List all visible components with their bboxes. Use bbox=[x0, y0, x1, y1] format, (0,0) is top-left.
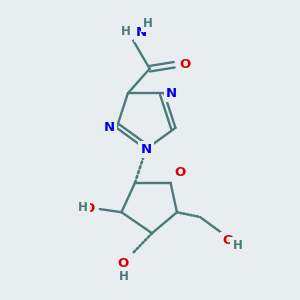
Text: O: O bbox=[118, 257, 129, 270]
Text: N: N bbox=[166, 87, 177, 100]
Text: H: H bbox=[232, 239, 242, 252]
Text: O: O bbox=[179, 58, 190, 71]
Text: O: O bbox=[84, 202, 95, 215]
Text: O: O bbox=[175, 166, 186, 179]
Text: O: O bbox=[223, 234, 234, 247]
Text: H: H bbox=[78, 201, 88, 214]
Text: N: N bbox=[136, 26, 147, 39]
Text: H: H bbox=[121, 25, 131, 38]
Text: H: H bbox=[143, 17, 153, 30]
Text: H: H bbox=[118, 271, 128, 284]
Text: N: N bbox=[140, 143, 152, 156]
Text: N: N bbox=[103, 121, 115, 134]
